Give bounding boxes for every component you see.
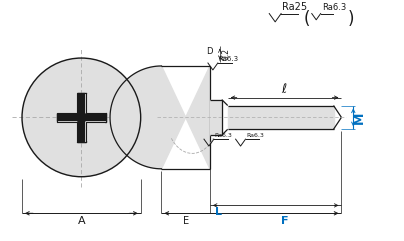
Text: Ra25: Ra25	[282, 2, 307, 12]
Polygon shape	[210, 100, 222, 135]
Text: A: A	[78, 216, 85, 226]
Polygon shape	[57, 122, 77, 142]
Polygon shape	[86, 93, 106, 113]
Text: E: E	[183, 216, 189, 226]
Polygon shape	[57, 113, 106, 122]
Polygon shape	[77, 93, 86, 142]
Circle shape	[22, 58, 141, 177]
Text: Ra6.3: Ra6.3	[215, 133, 233, 138]
Polygon shape	[86, 122, 106, 142]
Text: Ra6.3: Ra6.3	[219, 55, 239, 61]
Polygon shape	[57, 113, 106, 122]
Polygon shape	[57, 93, 77, 113]
Text: L: L	[215, 207, 222, 217]
Text: Ra6.3: Ra6.3	[322, 3, 346, 12]
Polygon shape	[228, 106, 334, 129]
Text: Ra6.3: Ra6.3	[246, 133, 264, 138]
Text: D: D	[206, 47, 212, 56]
Text: $\ell$: $\ell$	[281, 82, 288, 96]
Text: (: (	[304, 9, 310, 27]
Polygon shape	[77, 93, 86, 142]
Text: F: F	[281, 216, 288, 226]
Text: ): )	[348, 9, 355, 27]
Polygon shape	[110, 66, 210, 169]
Text: 0.2: 0.2	[222, 48, 231, 60]
Text: M: M	[353, 111, 366, 124]
